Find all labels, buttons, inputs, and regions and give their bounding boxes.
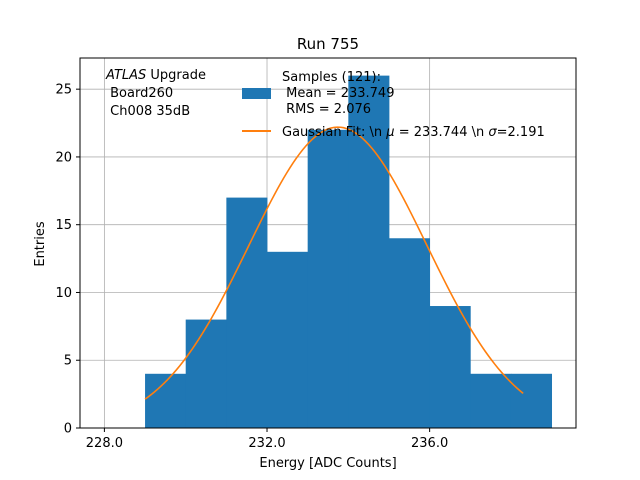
histogram-bar (388, 238, 431, 428)
y-tick-label: 25 (55, 83, 72, 98)
x-tick-label: 232.0 (248, 436, 285, 451)
legend-fit-prefix: Gaussian Fit: \n (282, 125, 386, 140)
legend-fit-sigma-symbol: σ (488, 125, 497, 140)
y-tick-label: 20 (55, 150, 72, 165)
histogram-bar (185, 319, 227, 428)
annotation-board: Board260 (106, 86, 173, 101)
histogram-bar (510, 373, 553, 428)
annotation-atlas: ATLAS (105, 68, 146, 83)
y-tick-label: 15 (55, 218, 72, 233)
atlas-annotation: ATLAS Upgrade Board260 Ch008 35dB (105, 68, 206, 119)
gaussian-fit-curve (144, 126, 524, 400)
histogram-bar (307, 129, 349, 429)
plot-frame (79, 57, 577, 429)
chart-title: Run 755 (297, 35, 359, 53)
annotation-channel: Ch008 35dB (106, 104, 190, 119)
annotation-upgrade: Upgrade (146, 68, 206, 83)
y-tick-label: 10 (55, 286, 72, 301)
histogram-bar (348, 75, 390, 428)
y-tick-label: 5 (64, 354, 72, 369)
x-tick-label: 236.0 (411, 436, 448, 451)
legend-hist-line1: Samples (121): (282, 70, 381, 85)
histogram-bar (267, 251, 309, 428)
legend-hist-line2: Mean = 233.749 (282, 86, 394, 101)
legend-fit-sigma-value: =2.191 (497, 125, 545, 140)
y-tick-label: 0 (64, 422, 72, 437)
legend-hist-line3: RMS = 2.076 (282, 102, 371, 117)
histogram-bars (145, 75, 553, 429)
legend-fit-mu-symbol: μ (385, 125, 394, 140)
gaussian-fit-line (144, 126, 524, 400)
y-axis-ticks: 0 5 10 15 20 25 (55, 83, 80, 437)
legend-fit-mu-value: = 233.744 \n (395, 125, 489, 140)
y-axis-title: Entries (33, 221, 48, 267)
histogram-bar (470, 373, 512, 428)
x-tick-label: 228.0 (86, 436, 123, 451)
histogram-bar (429, 306, 471, 428)
histogram-bar (226, 197, 268, 428)
legend-hist-swatch (242, 88, 271, 99)
x-axis-ticks: 228.0 232.0 236.0 (86, 428, 448, 451)
x-axis-title: Energy [ADC Counts] (259, 456, 396, 471)
legend-fit-label: Gaussian Fit: \n μ = 233.744 \n σ=2.191 (282, 125, 545, 140)
legend: Samples (121): Mean = 233.749 RMS = 2.07… (242, 70, 545, 140)
annotation-atlas-line: ATLAS Upgrade (105, 68, 206, 83)
histogram-bar (145, 373, 187, 428)
